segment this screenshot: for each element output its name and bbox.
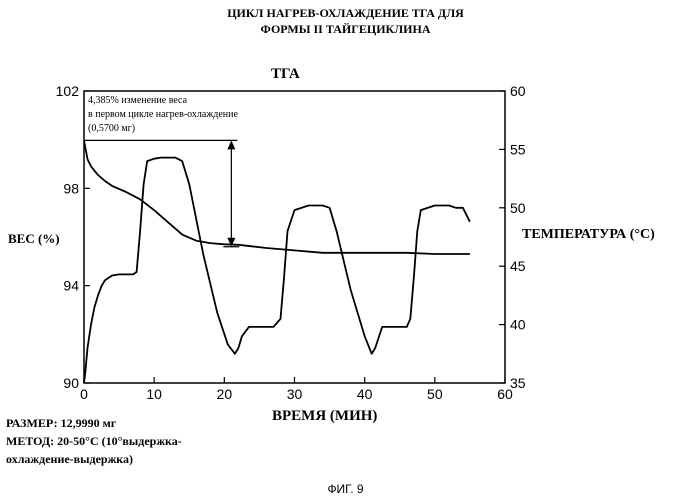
temperature-series-line: [84, 158, 470, 383]
annotation-text-line: в первом цикле нагрев-охлаждение: [88, 109, 238, 120]
annotation-text-line: (0,5700 мг): [88, 123, 135, 134]
y-tick-label-right: 50: [510, 200, 526, 216]
x-tick-label: 10: [146, 386, 162, 402]
y-tick-label-right: 40: [510, 317, 526, 333]
y-tick-label-left: 90: [63, 375, 79, 391]
y-tick-label-left: 94: [63, 278, 79, 294]
x-tick-label: 30: [287, 386, 303, 402]
y-tick-label-right: 35: [510, 375, 526, 391]
y-tick-label-left: 102: [56, 83, 80, 99]
y-tick-label-left: 98: [63, 180, 79, 196]
x-tick-label: 50: [427, 386, 443, 402]
annotation-arrow-head-up: [227, 140, 235, 149]
annotation-text-line: 4,385% изменение веса: [88, 95, 188, 106]
x-tick-label: 20: [217, 386, 233, 402]
x-tick-label: 0: [80, 386, 88, 402]
x-tick-label: 40: [357, 386, 373, 402]
y-tick-label-right: 45: [510, 258, 526, 274]
y-tick-label-right: 55: [510, 141, 526, 157]
plot-frame: [84, 91, 505, 383]
y-tick-label-right: 60: [510, 83, 526, 99]
